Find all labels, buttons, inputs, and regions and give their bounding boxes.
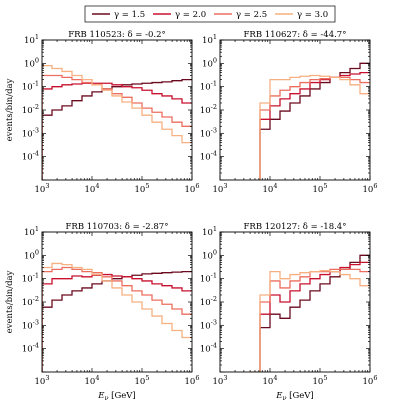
legend-label: γ = 3.0 <box>297 10 328 20</box>
series-line <box>259 76 370 180</box>
x-tick-label: 103 <box>35 182 50 195</box>
x-tick-label: 103 <box>213 374 228 387</box>
axes-frame <box>219 231 371 373</box>
panel-1: FRB 110523: δ = -0.2° 103 104 105 106 10-4 10-… <box>5 30 199 195</box>
panel-title: FRB 110703: δ = -2.87° <box>66 222 169 232</box>
y-tick-label: 101 <box>24 33 39 46</box>
x-tick-label: 103 <box>213 182 228 195</box>
panel-title: FRB 110627: δ = -44.7° <box>244 30 347 40</box>
y-tick-label: 100 <box>24 56 39 69</box>
series-line <box>42 82 192 180</box>
series-line <box>42 266 192 372</box>
legend: γ = 1.5 γ = 2.0 γ = 2.5 γ = 3.0 <box>84 5 336 23</box>
y-tick-label: 10-4 <box>200 150 217 163</box>
series-line <box>249 270 370 372</box>
x-tick-label: 103 <box>35 374 50 387</box>
panel-2: FRB 110627: δ = -44.7° 103 104 105 106 10-4 10… <box>200 30 378 195</box>
y-tick-label: 101 <box>202 225 217 238</box>
x-tick-label: 106 <box>363 182 378 195</box>
x-tick-label: 105 <box>135 374 150 387</box>
y-tick-label: 10-1 <box>200 272 217 285</box>
y-tick-label: 10-3 <box>22 126 39 139</box>
y-tick-label: 10-3 <box>200 318 217 331</box>
axes-frame <box>219 39 371 181</box>
series-line <box>259 62 370 180</box>
y-tick-label: 101 <box>202 33 217 46</box>
series-line <box>259 261 370 372</box>
y-tick-label: 10-2 <box>200 103 217 116</box>
y-tick-label: 101 <box>24 225 39 238</box>
x-tick-label: 105 <box>313 182 328 195</box>
y-tick-label: 10-2 <box>22 295 39 308</box>
series-group <box>249 254 370 372</box>
axes-frame <box>41 39 193 181</box>
x-axis-label: Eν [GeV] <box>97 391 135 402</box>
y-tick-label: 10-1 <box>200 80 217 93</box>
series-line <box>42 64 192 180</box>
legend-frame <box>84 5 336 23</box>
panel-title: FRB 110523: δ = -0.2° <box>68 30 166 40</box>
y-tick-label: 10-4 <box>22 150 39 163</box>
x-tick-label: 104 <box>263 182 278 195</box>
y-axis-label: events/bin/day <box>5 78 15 141</box>
series-group <box>42 262 192 372</box>
x-tick-label: 106 <box>185 182 200 195</box>
y-axis-label: events/bin/day <box>5 270 15 333</box>
series-line <box>42 270 192 372</box>
legend-label: γ = 2.5 <box>236 10 267 20</box>
series-line <box>259 74 370 180</box>
x-tick-label: 105 <box>313 374 328 387</box>
y-tick-label: 10-2 <box>22 103 39 116</box>
panel-title: FRB 120127: δ = -18.4° <box>244 222 347 232</box>
y-tick-label: 100 <box>202 56 217 69</box>
series-line <box>259 254 370 372</box>
x-tick-label: 105 <box>135 182 150 195</box>
panels: FRB 110523: δ = -0.2° 103 104 105 106 10-4 10-… <box>5 30 377 402</box>
panel-4: FRB 120127: δ = -18.4° 103 104 105 106 10-4 10… <box>200 222 378 402</box>
series-group <box>259 62 370 180</box>
y-tick-label: 100 <box>202 248 217 261</box>
legend-label: γ = 1.5 <box>114 10 145 20</box>
series-group <box>42 64 192 180</box>
y-tick-label: 10-4 <box>22 342 39 355</box>
x-axis-label: Eν [GeV] <box>275 391 313 402</box>
x-tick-label: 104 <box>263 374 278 387</box>
x-tick-label: 104 <box>85 374 100 387</box>
series-line <box>42 273 192 372</box>
x-tick-label: 104 <box>85 182 100 195</box>
legend-label: γ = 2.0 <box>175 10 206 20</box>
y-tick-label: 100 <box>24 248 39 261</box>
series-line <box>42 78 192 180</box>
y-tick-label: 10-1 <box>22 272 39 285</box>
series-line <box>42 262 192 372</box>
x-tick-label: 106 <box>185 374 200 387</box>
series-line <box>259 268 370 372</box>
y-tick-label: 10-1 <box>22 80 39 93</box>
y-tick-label: 10-3 <box>200 126 217 139</box>
x-tick-label: 106 <box>363 374 378 387</box>
y-tick-label: 10-3 <box>22 318 39 331</box>
panel-3: FRB 110703: δ = -2.87° 103 104 105 106 10-4 10… <box>5 222 199 402</box>
y-tick-label: 10-2 <box>200 295 217 308</box>
axes-frame <box>41 231 193 373</box>
series-line <box>42 74 192 180</box>
y-tick-label: 10-4 <box>200 342 217 355</box>
